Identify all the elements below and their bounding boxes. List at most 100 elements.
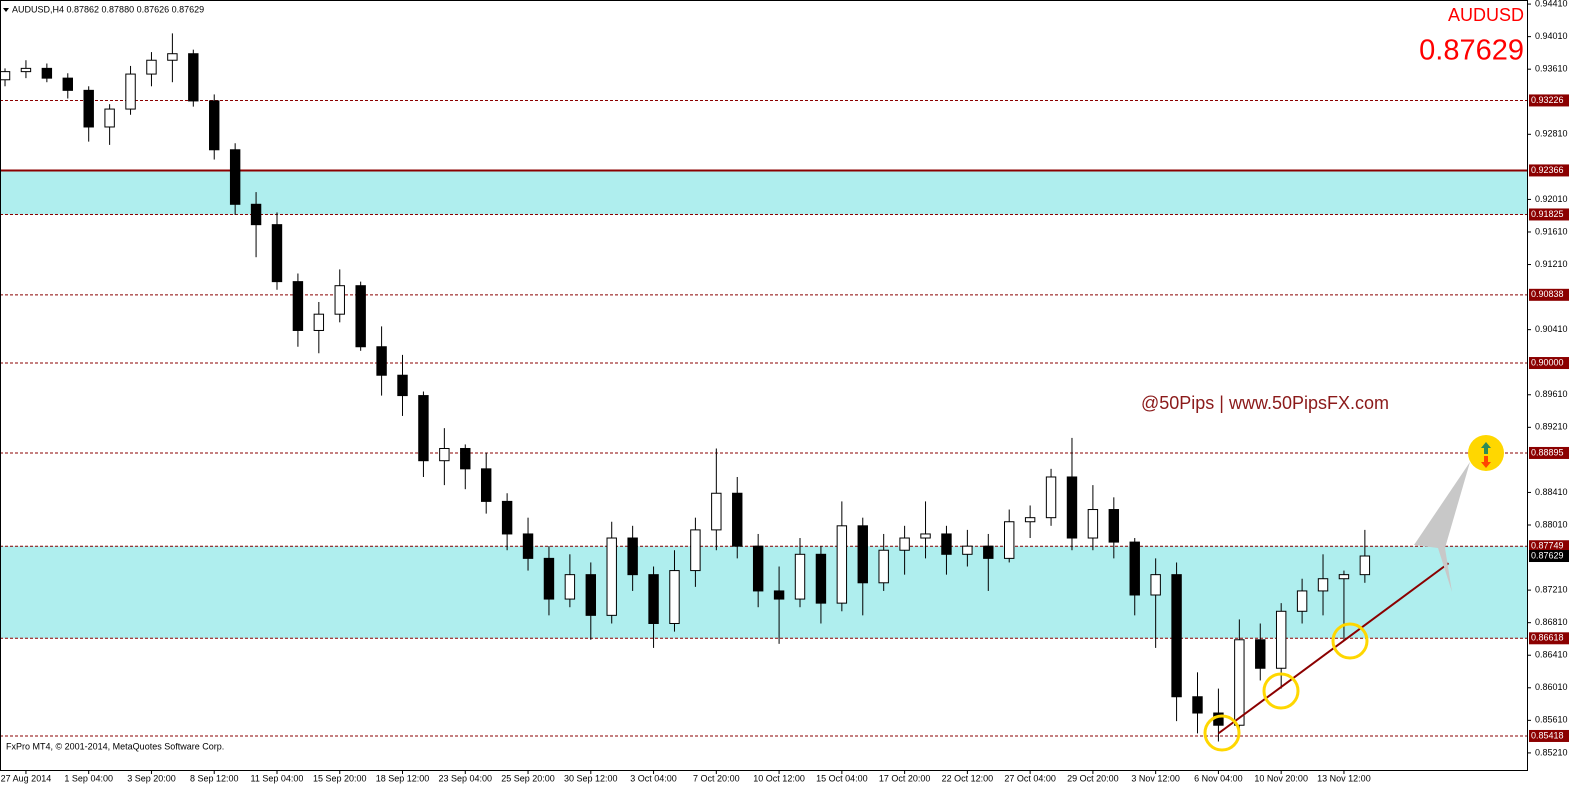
candle-body: [920, 533, 931, 539]
level-label: 0.92366: [1531, 165, 1564, 175]
y-tick-label: 0.85610: [1535, 715, 1568, 725]
x-tick-label: 15 Sep 20:00: [313, 773, 367, 783]
y-tick-label: 0.92010: [1535, 194, 1568, 204]
candle-body: [209, 100, 220, 151]
candle-body: [899, 537, 910, 551]
candle-body: [1338, 574, 1350, 580]
candle-body: [1359, 555, 1371, 576]
x-tick-label: 29 Oct 20:00: [1067, 773, 1119, 783]
candle-body: [1087, 509, 1099, 539]
candle-body: [20, 67, 32, 73]
candle-body: [836, 525, 848, 604]
level-label: 0.85418: [1531, 730, 1564, 740]
candle-body: [1296, 590, 1308, 612]
y-tick-label: 0.89210: [1535, 422, 1568, 432]
x-tick-label: 8 Sep 12:00: [190, 773, 239, 783]
candle-body: [1108, 509, 1120, 543]
y-tick-label: 0.87210: [1535, 584, 1568, 594]
candle-body: [83, 89, 94, 128]
highlight-circle: [1331, 622, 1369, 660]
callout-pointer: [1414, 462, 1470, 592]
candle-body: [250, 203, 262, 226]
down-arrow: [1481, 456, 1491, 468]
y-tick-label: 0.90410: [1535, 324, 1568, 334]
chart-title: AUDUSD,H4 0.87862 0.87880 0.87626 0.8762…: [12, 4, 204, 14]
candle-body: [167, 53, 178, 61]
plot-frame: [0, 0, 1528, 771]
y-tick-label: 0.91210: [1535, 259, 1568, 269]
candle-body: [313, 313, 325, 331]
zone: [0, 170, 1527, 215]
candle-body: [522, 533, 534, 559]
y-tick-label: 0.94010: [1535, 31, 1568, 41]
candle-body: [648, 574, 659, 624]
level-label: 0.86618: [1531, 633, 1564, 643]
candle-body: [1066, 476, 1078, 539]
candles: [0, 33, 1371, 742]
zone: [0, 546, 1527, 639]
candle-body: [460, 447, 471, 470]
candle-body: [752, 545, 764, 592]
level-label: 0.90000: [1531, 357, 1564, 367]
x-tick-label: 6 Nov 04:00: [1194, 773, 1243, 783]
x-tick-label: 10 Nov 20:00: [1254, 773, 1308, 783]
level-label: 0.90838: [1531, 289, 1564, 299]
candle-body: [292, 281, 304, 331]
candle-body: [878, 549, 889, 584]
level-label-box: [1529, 357, 1569, 370]
level-label-box: [1529, 208, 1569, 221]
x-tick-label: 18 Sep 12:00: [376, 773, 430, 783]
candle-body: [669, 570, 680, 624]
watermark: @50Pips | www.50PipsFX.com: [1141, 393, 1389, 413]
y-tick-label: 0.88010: [1535, 519, 1568, 529]
x-tick-label: 25 Sep 20:00: [501, 773, 555, 783]
candle-body: [983, 545, 994, 559]
y-tick-label: 0.92810: [1535, 129, 1568, 139]
y-tick-label: 0.89610: [1535, 389, 1568, 399]
highlight-circle: [1203, 714, 1241, 752]
candle-body: [62, 77, 73, 91]
candle-body: [585, 574, 597, 616]
level-label-box: [1529, 94, 1569, 107]
candle-body: [334, 285, 345, 315]
candle-body: [1255, 639, 1266, 669]
candle-body: [627, 537, 638, 576]
y-tick-label: 0.86410: [1535, 650, 1568, 660]
candle-body: [376, 346, 387, 376]
candle-body: [125, 73, 136, 110]
x-tick-label: 13 Nov 12:00: [1317, 773, 1371, 783]
candle-body: [1171, 574, 1182, 698]
x-tick-label: 27 Aug 2014: [1, 773, 52, 783]
y-tick-label: 0.86810: [1535, 617, 1568, 627]
level-label-box: [1529, 540, 1569, 553]
candle-body: [606, 537, 617, 616]
candle-body: [773, 590, 785, 600]
y-tick-label: 0.85210: [1535, 747, 1568, 757]
candle-body: [941, 533, 952, 555]
symbol-label: AUDUSD: [1448, 5, 1524, 25]
candle-body: [711, 492, 722, 531]
candle-body: [271, 224, 283, 283]
y-tick-label: 0.86010: [1535, 682, 1568, 692]
x-tick-label: 15 Oct 04:00: [816, 773, 868, 783]
candle-body: [1045, 476, 1057, 519]
candle-body: [690, 529, 701, 572]
candle-body: [815, 553, 827, 604]
y-tick-label: 0.88410: [1535, 487, 1568, 497]
candle-body: [188, 53, 199, 102]
level-label: 0.87749: [1531, 541, 1564, 551]
x-tick-label: 30 Sep 12:00: [564, 773, 618, 783]
candle-body: [397, 374, 408, 397]
level-label-box: [1529, 446, 1569, 459]
candle-body: [480, 468, 492, 502]
candle-body: [1150, 574, 1161, 596]
highlight-circle: [1262, 672, 1300, 710]
y-tick-label: 0.94410: [1535, 0, 1568, 8]
zones: [0, 170, 1527, 639]
candle-body: [732, 492, 743, 547]
candle-body: [439, 447, 450, 462]
levels: [0, 99, 1527, 737]
level-label: 0.91825: [1531, 209, 1564, 219]
